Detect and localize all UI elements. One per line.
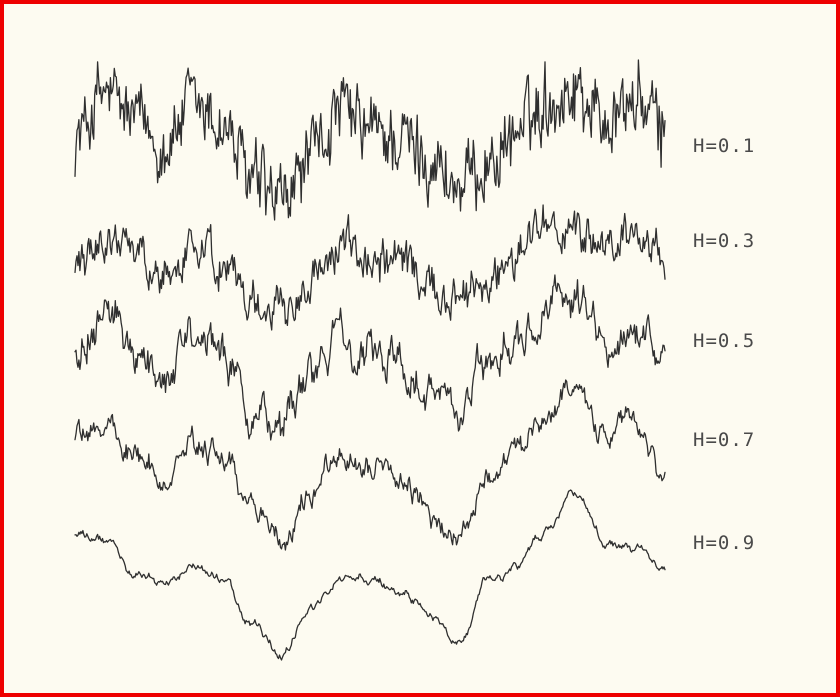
trace-h05	[74, 274, 666, 441]
series-label-h09: H=0.9	[693, 532, 755, 554]
series-label-h05: H=0.5	[693, 330, 755, 352]
series-label-h03: H=0.3	[693, 230, 755, 252]
trace-h07	[74, 379, 666, 551]
label-group: H=0.1 H=0.3 H=0.5 H=0.7 H=0.9	[693, 135, 755, 554]
series-label-h07: H=0.7	[693, 429, 755, 451]
fbm-traces-chart: H=0.1 H=0.3 H=0.5 H=0.7 H=0.9	[74, 59, 755, 661]
trace-h03	[74, 204, 666, 331]
trace-h01	[74, 59, 666, 221]
trace-h09	[74, 489, 666, 661]
series-label-h01: H=0.1	[693, 135, 755, 157]
trace-group	[74, 59, 666, 661]
